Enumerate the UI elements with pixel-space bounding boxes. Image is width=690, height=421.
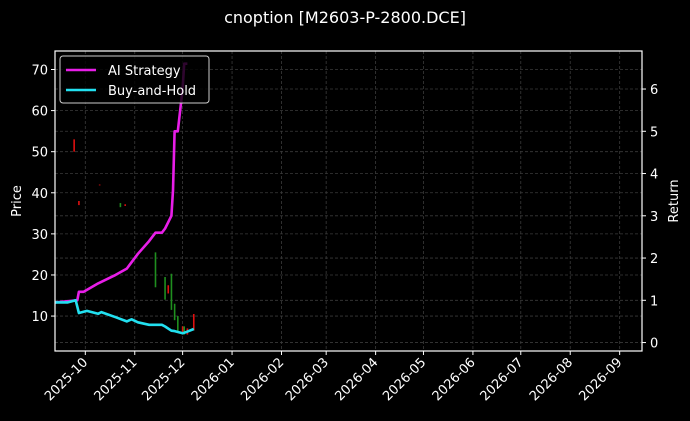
legend-box [59, 55, 210, 104]
x-tick-label: 2026-06 [430, 355, 479, 404]
x-tick-label: 2025-11 [92, 355, 141, 404]
right-tick-label: 5 [650, 125, 658, 140]
return-lines [54, 62, 195, 335]
left-tick-label: 20 [31, 269, 48, 284]
left-tick-label: 40 [31, 187, 48, 202]
left-tick-label: 30 [31, 228, 48, 243]
x-tick-label: 2026-08 [527, 355, 576, 404]
legend-label-ai-strategy: AI Strategy [108, 64, 181, 79]
chart-title: cnoption [M2603-P-2800.DCE] [224, 8, 466, 27]
right-tick-label: 2 [650, 252, 658, 267]
right-axis-return: 0 1 2 3 4 5 6 [642, 83, 658, 352]
right-tick-label: 6 [650, 83, 658, 98]
legend-label-buy-and-hold: Buy-and-Hold [108, 84, 196, 99]
right-axis-label: Return [667, 179, 682, 222]
left-axis-label: Price [10, 185, 25, 217]
right-tick-label: 1 [650, 294, 658, 309]
x-tick-label: 2025-10 [42, 355, 91, 404]
x-tick-label: 2026-07 [478, 355, 527, 404]
left-axis-price: 10 20 30 40 50 60 70 [31, 63, 55, 325]
x-tick-label: 2026-04 [332, 355, 381, 404]
ai-strategy-line [54, 62, 188, 304]
right-tick-label: 4 [650, 168, 658, 183]
left-tick-label: 50 [31, 146, 48, 161]
x-tick-label: 2026-03 [283, 355, 332, 404]
left-tick-label: 60 [31, 105, 48, 120]
x-tick-label: 2026-09 [576, 355, 625, 404]
right-tick-label: 0 [650, 337, 658, 352]
legend: AI Strategy Buy-and-Hold [59, 55, 210, 104]
plot-frame [54, 50, 643, 352]
price-candles [73, 139, 195, 335]
buy-and-hold-line [55, 298, 195, 335]
x-tick-label: 2026-01 [189, 355, 238, 404]
left-tick-label: 10 [31, 310, 48, 325]
x-tick-label: 2025-12 [139, 355, 188, 404]
right-tick-label: 3 [650, 210, 658, 225]
x-tick-label: 2026-05 [380, 355, 429, 404]
x-tick-label: 2026-02 [238, 355, 287, 404]
left-tick-label: 70 [31, 63, 48, 78]
